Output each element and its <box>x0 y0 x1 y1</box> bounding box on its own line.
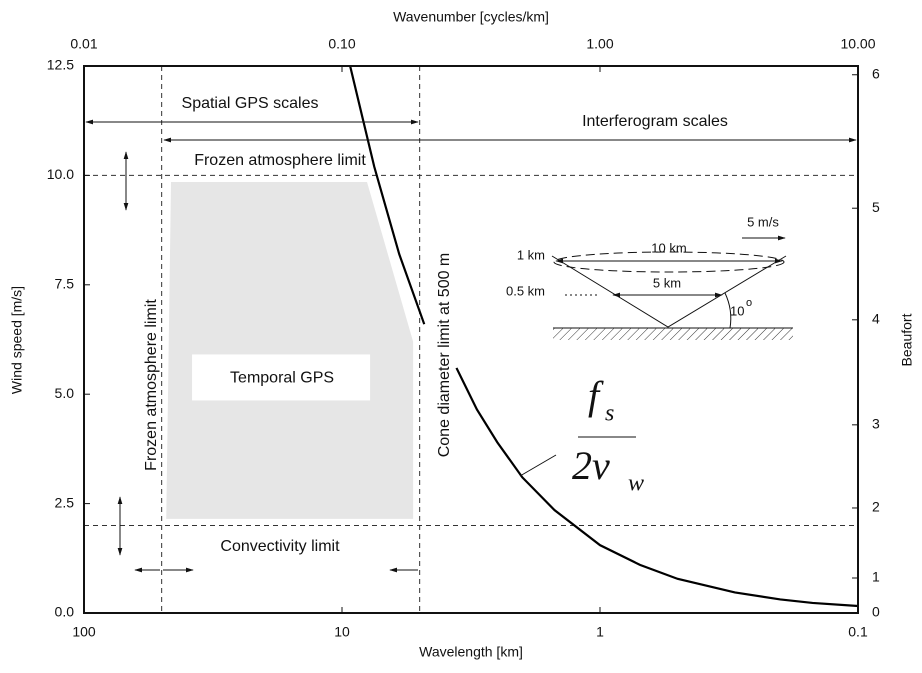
y-tick-label: 2.5 <box>55 494 75 510</box>
y2-axis-title: Beaufort <box>899 313 915 366</box>
inset-label: 1 km <box>517 247 545 262</box>
y2-tick-label: 1 <box>872 569 880 585</box>
y2-tick-label: 3 <box>872 416 880 432</box>
label-box <box>192 354 371 401</box>
x-tick-label: 10 <box>334 624 350 640</box>
curve <box>455 367 859 608</box>
y2-tick-label: 0 <box>872 604 880 620</box>
formula: w <box>628 471 644 497</box>
region-label: Temporal GPS <box>230 370 334 387</box>
y2-tick-label: 6 <box>872 65 880 81</box>
annotation: Spatial GPS scales <box>182 95 319 112</box>
x2-tick-label: 0.10 <box>328 36 355 52</box>
frame <box>83 65 859 614</box>
annotation: Cone diameter limit at 500 m <box>436 253 453 458</box>
y-tick-label: 10.0 <box>47 166 74 182</box>
formula: s <box>605 401 614 427</box>
y-axis-title: Wind speed [m/s] <box>9 286 25 394</box>
inset-label: o <box>746 297 752 309</box>
region <box>166 181 414 519</box>
x2-tick-label: 0.01 <box>70 36 97 52</box>
curve <box>349 65 426 325</box>
y2-tick-label: 4 <box>872 311 880 327</box>
x-tick-label: 100 <box>72 624 96 640</box>
x-tick-label: 0.1 <box>848 624 868 640</box>
y-tick-label: 12.5 <box>47 57 74 73</box>
leader <box>519 454 557 477</box>
x2-tick-label: 1.00 <box>586 36 613 52</box>
y-tick-label: 7.5 <box>55 276 75 292</box>
y2-tick-label: 5 <box>872 199 880 215</box>
y2-tick-label: 2 <box>872 499 880 515</box>
cone-diagram <box>551 235 793 340</box>
inset-label: 10 km <box>651 240 686 255</box>
inset-label: 10 <box>730 303 744 318</box>
x2-axis-title: Wavenumber [cycles/km] <box>393 9 549 25</box>
annotation: Frozen atmosphere limit <box>143 299 160 471</box>
inset-label: 5 m/s <box>747 214 779 229</box>
x-axis-title: Wavelength [km] <box>419 644 523 660</box>
y-tick-label: 5.0 <box>55 385 75 401</box>
annotation: Convectivity limit <box>220 538 340 555</box>
arrows <box>85 119 857 573</box>
annotation: Interferogram scales <box>582 113 728 130</box>
inset-label: 5 km <box>653 275 681 290</box>
x-tick-label: 1 <box>596 624 604 640</box>
y-tick-label: 0.0 <box>55 604 75 620</box>
formula: 2v <box>572 443 610 488</box>
inset-label: 0.5 km <box>506 283 545 298</box>
formula-box <box>545 345 665 490</box>
x2-tick-label: 10.00 <box>840 36 875 52</box>
annotation: Frozen atmosphere limit <box>194 152 366 169</box>
